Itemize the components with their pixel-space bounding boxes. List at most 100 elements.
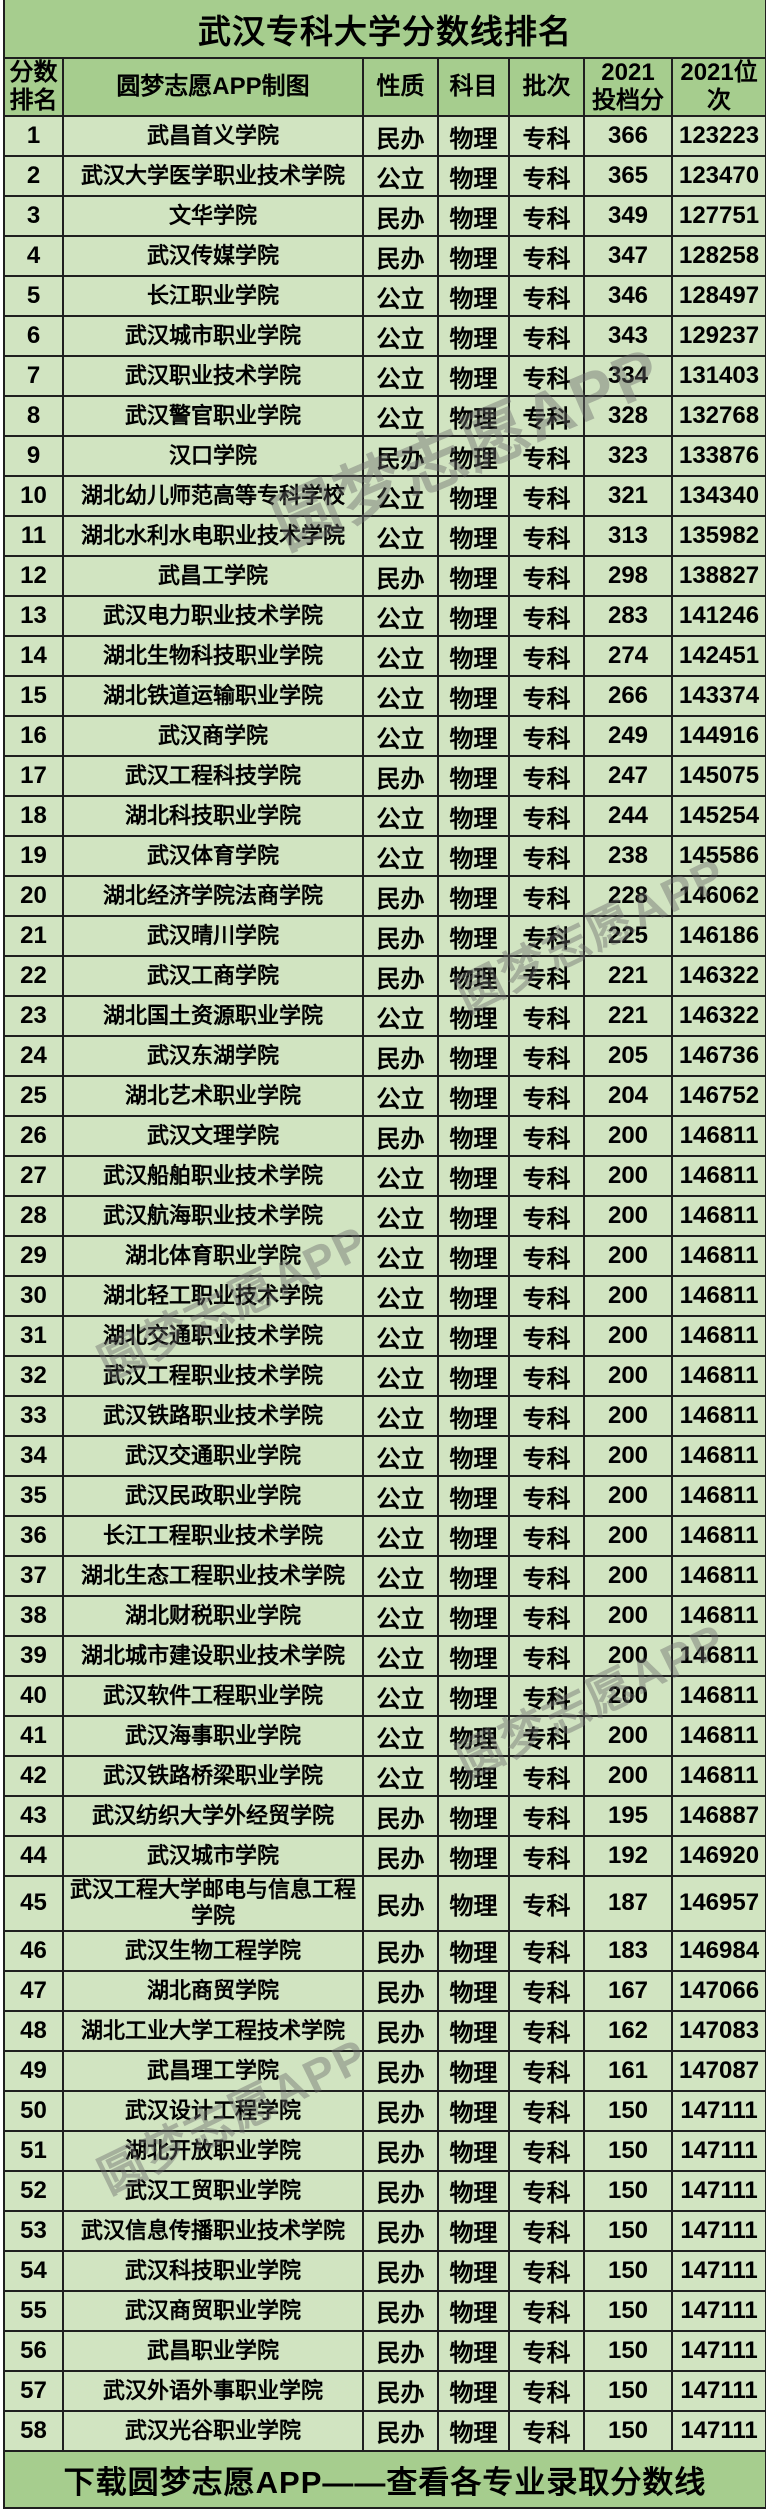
- table-row: 6 武汉城市职业学院 公立 物理 专科 343 129237: [3, 315, 766, 357]
- cell-subject: 物理: [437, 275, 510, 317]
- table-row: 18 湖北科技职业学院 公立 物理 专科 244 145254: [3, 795, 766, 837]
- cell-school: 湖北开放职业学院: [62, 2129, 364, 2172]
- cell-school: 武汉商贸职业学院: [62, 2289, 364, 2332]
- table-row: 27 武汉船舶职业技术学院 公立 物理 专科 200 146811: [3, 1155, 766, 1197]
- cell-school: 文华学院: [62, 195, 364, 237]
- cell-nature: 民办: [362, 195, 439, 237]
- cell-batch: 专科: [508, 1395, 585, 1437]
- cell-batch: 专科: [508, 2209, 585, 2252]
- cell-nature: 民办: [362, 235, 439, 277]
- cell-nature: 公立: [362, 155, 439, 197]
- cell-school: 湖北科技职业学院: [62, 795, 364, 837]
- table-row: 14 湖北生物科技职业学院 公立 物理 专科 274 142451: [3, 635, 766, 677]
- cell-batch: 专科: [508, 1515, 585, 1557]
- cell-nature: 公立: [362, 1515, 439, 1557]
- cell-nature: 公立: [362, 1155, 439, 1197]
- cell-batch: 专科: [508, 355, 585, 397]
- cell-score-2021: 150: [583, 2169, 673, 2212]
- cell-position-2021: 129237: [670, 315, 766, 357]
- cell-batch: 专科: [508, 1635, 585, 1677]
- table-row: 47 湖北商贸学院 民办 物理 专科 167 147066: [3, 1969, 766, 2012]
- cell-subject: 物理: [437, 155, 510, 197]
- cell-batch: 专科: [508, 315, 585, 357]
- cell-position-2021: 138827: [670, 555, 766, 597]
- cell-rank: 30: [3, 1275, 64, 1317]
- cell-nature: 公立: [362, 995, 439, 1037]
- cell-subject: 物理: [437, 395, 510, 437]
- cell-score-2021: 323: [583, 435, 673, 477]
- cell-batch: 专科: [508, 2289, 585, 2332]
- cell-school: 武汉航海职业技术学院: [62, 1195, 364, 1237]
- cell-rank: 33: [3, 1395, 64, 1437]
- cell-subject: 物理: [437, 1195, 510, 1237]
- cell-score-2021: 200: [583, 1195, 673, 1237]
- cell-rank: 56: [3, 2329, 64, 2372]
- table-row: 48 湖北工业大学工程技术学院 民办 物理 专科 162 147083: [3, 2009, 766, 2052]
- cell-batch: 专科: [508, 155, 585, 197]
- col-header-score-2021: 2021 投档分: [583, 57, 673, 117]
- cell-subject: 物理: [437, 1035, 510, 1077]
- cell-position-2021: 135982: [670, 515, 766, 557]
- cell-batch: 专科: [508, 1795, 585, 1837]
- cell-rank: 37: [3, 1555, 64, 1597]
- cell-batch: 专科: [508, 715, 585, 757]
- table-row: 39 湖北城市建设职业技术学院 公立 物理 专科 200 146811: [3, 1635, 766, 1677]
- table-row: 56 武昌职业学院 民办 物理 专科 150 147111: [3, 2329, 766, 2372]
- cell-score-2021: 183: [583, 1929, 673, 1972]
- cell-rank: 2: [3, 155, 64, 197]
- cell-subject: 物理: [437, 1929, 510, 1972]
- cell-subject: 物理: [437, 1635, 510, 1677]
- cell-position-2021: 146752: [670, 1075, 766, 1117]
- cell-rank: 25: [3, 1075, 64, 1117]
- cell-nature: 民办: [362, 2049, 439, 2092]
- cell-nature: 公立: [362, 635, 439, 677]
- cell-school: 武汉民政职业学院: [62, 1475, 364, 1517]
- cell-score-2021: 150: [583, 2289, 673, 2332]
- cell-position-2021: 146811: [670, 1515, 766, 1557]
- cell-school: 湖北铁道运输职业学院: [62, 675, 364, 717]
- cell-position-2021: 128497: [670, 275, 766, 317]
- cell-position-2021: 146811: [670, 1235, 766, 1277]
- cell-batch: 专科: [508, 115, 585, 157]
- cell-subject: 物理: [437, 635, 510, 677]
- cell-batch: 专科: [508, 915, 585, 957]
- table-row: 52 武汉工贸职业学院 民办 物理 专科 150 147111: [3, 2169, 766, 2212]
- cell-subject: 物理: [437, 1075, 510, 1117]
- cell-school: 湖北艺术职业学院: [62, 1075, 364, 1117]
- cell-nature: 公立: [362, 1315, 439, 1357]
- cell-batch: 专科: [508, 1075, 585, 1117]
- col-header-nature: 性质: [362, 57, 439, 117]
- cell-subject: 物理: [437, 475, 510, 517]
- cell-rank: 57: [3, 2369, 64, 2412]
- cell-rank: 54: [3, 2249, 64, 2292]
- cell-score-2021: 228: [583, 875, 673, 917]
- table-row: 32 武汉工程职业技术学院 公立 物理 专科 200 146811: [3, 1355, 766, 1397]
- cell-school: 湖北生物科技职业学院: [62, 635, 364, 677]
- cell-position-2021: 146811: [670, 1475, 766, 1517]
- table-row: 4 武汉传媒学院 民办 物理 专科 347 128258: [3, 235, 766, 277]
- cell-score-2021: 150: [583, 2209, 673, 2252]
- cell-nature: 民办: [362, 875, 439, 917]
- footer-row: 下载圆梦志愿APP——查看各专业录取分数线: [2, 2449, 766, 2509]
- cell-nature: 民办: [362, 1875, 439, 1932]
- cell-subject: 物理: [437, 2289, 510, 2332]
- cell-position-2021: 142451: [670, 635, 766, 677]
- cell-rank: 28: [3, 1195, 64, 1237]
- cell-rank: 20: [3, 875, 64, 917]
- cell-batch: 专科: [508, 835, 585, 877]
- cell-score-2021: 274: [583, 635, 673, 677]
- cell-score-2021: 200: [583, 1515, 673, 1557]
- cell-rank: 14: [3, 635, 64, 677]
- cell-nature: 民办: [362, 2169, 439, 2212]
- table-row: 45 武汉工程大学邮电与信息工程学院 民办 物理 专科 187 146957: [3, 1875, 766, 1932]
- cell-subject: 物理: [437, 1395, 510, 1437]
- cell-position-2021: 141246: [670, 595, 766, 637]
- table-row: 12 武昌工学院 民办 物理 专科 298 138827: [3, 555, 766, 597]
- cell-subject: 物理: [437, 835, 510, 877]
- cell-position-2021: 145075: [670, 755, 766, 797]
- cell-subject: 物理: [437, 2249, 510, 2292]
- cell-nature: 民办: [362, 2289, 439, 2332]
- cell-score-2021: 247: [583, 755, 673, 797]
- cell-position-2021: 147087: [670, 2049, 766, 2092]
- cell-rank: 24: [3, 1035, 64, 1077]
